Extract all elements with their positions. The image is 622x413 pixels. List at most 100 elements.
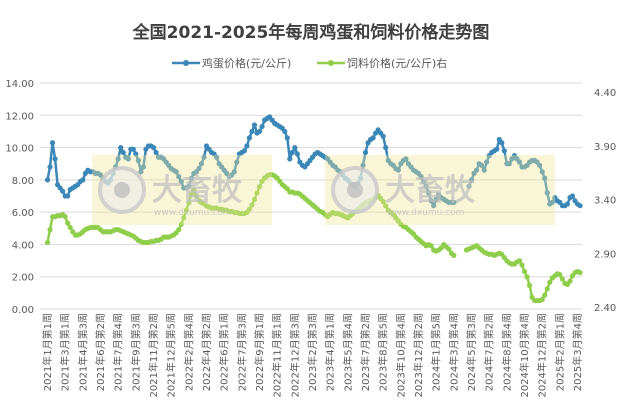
data-point (178, 178, 184, 185)
data-point (383, 203, 389, 209)
data-point (191, 187, 197, 193)
data-point (125, 156, 131, 162)
data-point (567, 278, 573, 284)
data-point (431, 203, 437, 209)
data-point (380, 199, 386, 205)
data-point (241, 148, 247, 154)
data-point (539, 169, 545, 175)
data-point (249, 202, 255, 208)
data-point (52, 156, 58, 162)
y-right-tick-label: 2.40 (594, 303, 616, 314)
x-tick-label: 2021年1月第1周 (41, 313, 54, 391)
data-point (188, 191, 194, 197)
y-axis-left: 0.00 2.00 4.00 6.00 8.00 10.00 12.00 14.00 (5, 79, 34, 316)
data-point (426, 190, 432, 196)
data-point (451, 199, 457, 206)
x-tick-label: 2021年6月第2周 (94, 313, 107, 391)
data-point (246, 206, 253, 212)
data-point (244, 143, 250, 149)
x-tick-label: 2022年2月第4周 (182, 313, 195, 391)
data-point (181, 215, 187, 221)
gridlines (40, 82, 582, 310)
x-tick-label: 2023年7月第2周 (359, 313, 372, 391)
data-point (294, 151, 300, 157)
data-point (466, 183, 472, 189)
y-left-tick-label: 4.00 (12, 240, 34, 251)
data-point (44, 239, 51, 246)
x-tick-label: 2023年8月第5周 (377, 313, 390, 391)
data-point (516, 258, 523, 264)
x-tick-label: 2024年10月第4周 (518, 313, 531, 398)
data-point (118, 144, 124, 151)
watermark-logo-eye (347, 182, 363, 198)
data-point (506, 161, 512, 167)
data-point (446, 246, 452, 252)
data-point (549, 199, 555, 206)
data-point (494, 146, 500, 152)
data-point (234, 159, 240, 165)
data-point (564, 201, 571, 207)
data-point (67, 224, 73, 231)
data-point (289, 149, 295, 156)
data-point (193, 193, 200, 199)
y-left-tick-label: 8.00 (12, 176, 34, 187)
x-tick-label: 2025年2月第1周 (553, 313, 566, 391)
data-point (246, 135, 253, 141)
x-tick-label: 2022年6月第1周 (218, 313, 231, 391)
data-point (537, 162, 543, 168)
data-point (473, 167, 480, 173)
x-tick-label: 2024年1月第5周 (430, 313, 443, 391)
x-tick-label: 2023年5月第4周 (341, 313, 354, 391)
x-tick-label: 2021年3月第1周 (59, 313, 72, 391)
data-point (360, 162, 366, 168)
data-point (484, 159, 490, 165)
data-point (362, 149, 369, 156)
data-point (201, 154, 207, 160)
legend-item-feed[interactable]: 饲料价格(元/公斤)右 (317, 56, 447, 70)
data-point (557, 272, 563, 278)
legend-item-egg[interactable]: 鸡蛋价格(元/公斤) (172, 56, 291, 70)
x-tick-label: 2021年12月第5周 (165, 313, 178, 398)
data-point (140, 164, 147, 170)
data-point (173, 169, 179, 175)
y-axis-right: 2.40 2.90 3.40 3.90 4.40 (594, 88, 616, 314)
data-point (292, 144, 298, 151)
data-point (433, 196, 439, 202)
data-point (380, 133, 386, 139)
x-tick-label: 2022年11月第1周 (271, 313, 284, 398)
data-point (479, 162, 485, 168)
data-point (481, 167, 487, 173)
legend-marker-feed (328, 60, 334, 66)
data-point (544, 190, 550, 196)
x-tick-label: 2023年10月第4周 (394, 313, 407, 398)
data-point (287, 156, 293, 162)
x-tick-label: 2025年3月第4周 (571, 313, 584, 391)
legend-label-egg: 鸡蛋价格(元/公斤) (202, 56, 291, 70)
data-point (150, 144, 157, 151)
y-left-tick-label: 0.00 (12, 305, 34, 316)
y-left-tick-label: 12.00 (5, 111, 34, 122)
y-right-tick-label: 2.90 (594, 249, 616, 260)
x-tick-label: 2024年8月第4周 (500, 313, 513, 391)
x-tick-label: 2022年7月第3周 (235, 313, 248, 391)
data-point (542, 175, 548, 181)
data-point (62, 214, 68, 220)
x-tick-label: 2024年7月第2周 (483, 313, 496, 391)
data-point (256, 184, 263, 190)
data-point (259, 123, 265, 130)
x-tick-label: 2024年3月第4周 (447, 313, 460, 391)
x-tick-label: 2021年11月第2周 (147, 313, 160, 398)
y-left-tick-label: 10.00 (5, 144, 34, 155)
x-tick-label: 2021年4月第3周 (76, 313, 89, 391)
data-point (428, 243, 434, 249)
x-axis: 2021年1月第1周 2021年3月第1周 2021年4月第3周 2021年6月第2周… (41, 313, 584, 398)
data-point (547, 279, 553, 285)
data-point (133, 151, 139, 157)
data-point (120, 149, 126, 156)
data-point (176, 227, 182, 233)
data-point (214, 154, 220, 160)
x-tick-label: 2023年12月第2周 (412, 313, 425, 398)
